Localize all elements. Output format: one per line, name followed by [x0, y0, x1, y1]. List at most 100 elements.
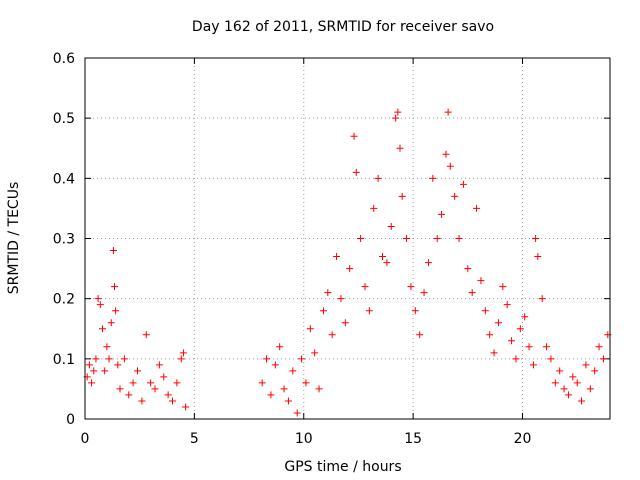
data-point: [442, 150, 450, 158]
data-point: [101, 367, 109, 375]
data-point: [337, 295, 345, 303]
data-point: [424, 259, 432, 267]
data-point: [129, 379, 137, 387]
data-point: [109, 247, 117, 255]
data-point: [179, 349, 187, 357]
data-point: [346, 265, 354, 273]
data-point: [94, 295, 102, 303]
data-point: [284, 397, 292, 405]
data-point: [379, 253, 386, 261]
data-point: [459, 180, 467, 188]
x-tick-label: 5: [190, 431, 199, 447]
data-point: [534, 253, 542, 261]
data-point: [394, 108, 402, 116]
x-axis-label: GPS time / hours: [284, 459, 401, 475]
data-point: [138, 397, 146, 405]
data-point: [169, 397, 176, 405]
data-point: [529, 361, 537, 369]
data-point: [387, 222, 395, 230]
data-point: [280, 385, 288, 393]
data-point: [114, 361, 122, 369]
y-tick-label: 0.6: [53, 51, 75, 67]
data-point: [573, 379, 581, 387]
data-point: [333, 253, 341, 261]
data-point: [499, 283, 507, 291]
data-point: [370, 204, 378, 212]
y-tick-label: 0.4: [53, 171, 75, 187]
data-point: [564, 391, 572, 399]
data-point: [438, 210, 446, 218]
data-point: [120, 355, 128, 363]
x-tick-label: 10: [295, 431, 313, 447]
data-point: [516, 325, 524, 333]
data-point: [125, 391, 133, 399]
data-point: [556, 367, 564, 375]
x-tick-label: 15: [404, 431, 422, 447]
data-point: [107, 319, 115, 327]
data-point: [595, 343, 603, 351]
y-tick-label: 0.5: [53, 111, 75, 127]
data-point: [352, 168, 360, 176]
data-point: [490, 349, 498, 357]
data-point: [464, 265, 472, 273]
data-point: [543, 343, 551, 351]
data-point: [105, 355, 113, 363]
data-point: [582, 361, 590, 369]
data-point: [293, 409, 301, 417]
data-point: [361, 283, 369, 291]
data-point: [164, 391, 172, 399]
data-point: [365, 307, 373, 315]
data-point: [155, 361, 163, 369]
data-point: [411, 307, 419, 315]
data-point: [560, 385, 568, 393]
data-point: [147, 379, 155, 387]
data-point: [111, 283, 119, 291]
data-point: [319, 307, 327, 315]
data-point: [494, 319, 502, 327]
y-tick-label: 0.2: [53, 292, 75, 308]
data-point: [173, 379, 181, 387]
data-point: [298, 355, 306, 363]
data-point: [151, 385, 159, 393]
data-point: [392, 114, 400, 122]
data-point: [311, 349, 319, 357]
data-point: [341, 319, 349, 327]
data-point: [88, 379, 96, 387]
data-point: [433, 235, 441, 242]
data-point: [99, 325, 106, 333]
data-point: [258, 379, 266, 387]
data-point: [538, 295, 546, 303]
data-point: [512, 355, 520, 363]
data-point: [116, 385, 124, 393]
data-point: [85, 361, 93, 369]
data-point: [403, 235, 411, 242]
data-point: [508, 337, 516, 345]
data-point: [90, 367, 98, 375]
data-point: [276, 343, 284, 351]
x-tick-labels: 0 5 10 15 20: [81, 431, 532, 447]
data-point: [263, 355, 271, 363]
y-tick-label: 0.3: [53, 232, 75, 248]
data-point: [96, 301, 104, 309]
data-point: [551, 379, 559, 387]
data-point: [396, 144, 404, 152]
data-point: [503, 301, 511, 309]
data-point: [486, 331, 494, 339]
plot-frame: [84, 57, 611, 420]
x-tick-label: 0: [81, 431, 90, 447]
data-point: [383, 259, 391, 267]
data-point: [267, 391, 275, 399]
data-point: [569, 373, 577, 381]
data-point: [324, 289, 332, 297]
data-point: [416, 331, 424, 339]
y-tick-label: 0: [66, 412, 75, 428]
data-point: [103, 343, 111, 351]
y-axis-label: SRMTID / TECUs: [6, 182, 22, 295]
data-point: [455, 235, 463, 242]
data-point: [306, 325, 314, 333]
data-point: [429, 174, 437, 182]
data-point: [271, 361, 279, 369]
